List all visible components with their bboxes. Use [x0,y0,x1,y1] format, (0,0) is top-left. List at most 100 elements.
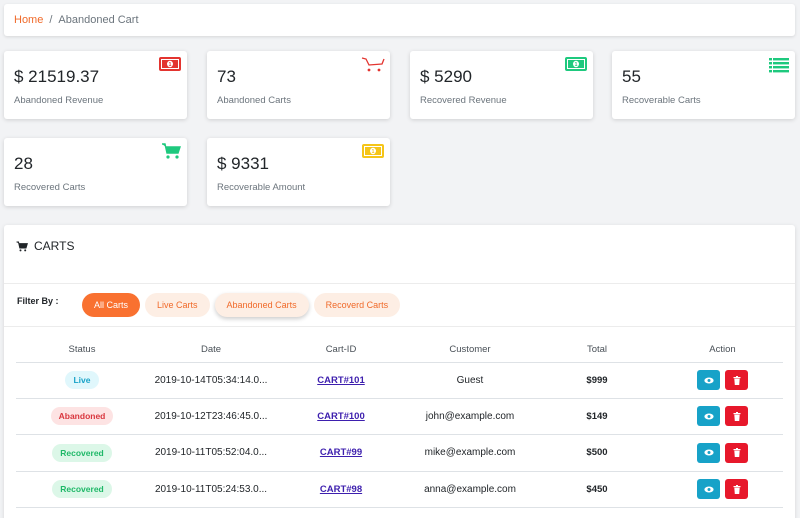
cart-id-cell: CART#100 [274,398,408,435]
stat-label: Abandoned Carts [217,95,291,106]
status-cell: Recovered [16,471,148,508]
column-header-action: Action [662,338,783,363]
total-cell: $500 [532,434,662,472]
stat-value: 28 [14,154,33,173]
trash-icon [733,448,740,457]
cart-id-link[interactable]: CART#100 [317,410,365,422]
money-bill-icon: 1 [362,144,384,158]
cart-id-link[interactable]: CART#99 [319,447,363,458]
breadcrumb-home-link[interactable]: Home [14,14,44,26]
table-row: Recovered 2019-10-11T05:24:53.0... CART#98… [16,471,783,508]
action-cell [662,398,783,435]
stat-card-recovered-revenue: $ 5290 Recovered Revenue 1 [410,51,593,119]
cart-id-link[interactable]: CART#98 [319,483,363,495]
stat-value: $ 21519.37 [14,67,100,86]
stat-label: Recoverable Amount [217,182,306,193]
stat-label: Recovered Revenue [420,95,507,106]
date-cell: 2019-10-14T05:34:14.0... [148,362,274,399]
action-cell [662,434,783,472]
panel-title: CARTS [34,239,75,253]
money-bill-icon: 1 [565,57,587,71]
column-header-date: Date [148,338,274,363]
breadcrumb-current: Abandoned Cart [58,14,139,26]
svg-text:1: 1 [169,62,172,68]
total-cell: $149 [532,398,662,435]
svg-text:1: 1 [575,62,578,68]
view-cart-button[interactable] [697,406,720,426]
filter-all-carts-button[interactable]: All Carts [82,293,141,317]
delete-cart-button[interactable] [725,370,748,390]
delete-cart-button[interactable] [725,406,748,426]
stat-value: $ 5290 [420,67,472,86]
status-badge: Recovered [52,480,112,498]
delete-cart-button[interactable] [725,479,748,499]
trash-icon [733,484,740,494]
date-cell: 2019-10-12T23:46:45.0... [148,398,274,435]
trash-icon [733,375,740,385]
svg-text:1: 1 [372,149,375,155]
stat-value: 55 [622,67,641,86]
eye-icon [703,413,714,419]
status-badge: Abandoned [50,407,114,425]
cart-id-cell: CART#101 [274,362,408,399]
view-cart-button[interactable] [697,442,720,463]
filter-group: All Carts Live Carts Abandoned Carts Rec… [82,293,401,317]
stat-card-recoverable-amount: $ 9331 Recoverable Amount 1 [207,138,390,206]
date-cell: 2019-10-11T05:24:53.0... [148,471,274,508]
table-row: Abandoned 2019-10-12T23:46:45.0... CART#10… [16,398,783,435]
stat-label: Recovered Carts [14,182,86,193]
filter-abandoned-carts-button[interactable]: Abandoned Carts [214,293,309,317]
eye-icon [703,377,714,383]
filter-recovered-carts-button[interactable]: Recoverd Carts [313,293,401,317]
shopping-cart-icon [16,241,28,251]
customer-cell: anna@example.com [408,471,532,508]
divider [4,283,795,284]
carts-table: Status Date Cart-ID Customer Total Actio… [16,338,783,508]
column-header-cart-id: Cart-ID [274,338,408,363]
shopping-cart-icon [162,143,181,159]
cart-id-cell: CART#99 [274,434,408,472]
eye-icon [703,486,714,492]
stat-card-recoverable-carts: 55 Recoverable Carts [612,51,795,119]
stat-card-recovered-carts: 28 Recovered Carts [4,138,187,206]
stat-card-abandoned-revenue: $ 21519.37 Abandoned Revenue 1 [4,51,187,119]
status-cell: Abandoned [16,398,148,435]
divider [4,326,795,327]
column-header-customer: Customer [408,338,532,363]
delete-cart-button[interactable] [725,442,748,463]
table-row: Live 2019-10-14T05:34:14.0... CART#101 Gues… [16,362,783,399]
action-cell [662,362,783,399]
filter-live-carts-button[interactable]: Live Carts [145,293,210,317]
stat-label: Abandoned Revenue [14,95,104,106]
view-cart-button[interactable] [697,479,720,499]
cart-id-link[interactable]: CART#101 [317,374,365,386]
breadcrumb: Home / Abandoned Cart [4,4,795,36]
date-cell: 2019-10-11T05:52:04.0... [148,434,274,472]
customer-cell: Guest [408,362,532,399]
breadcrumb-separator: / [49,14,53,26]
total-cell: $999 [532,362,662,399]
customer-cell: john@example.com [408,398,532,435]
trash-icon [733,411,740,421]
status-cell: Live [16,362,148,399]
list-icon [769,58,789,73]
total-cell: $450 [532,471,662,508]
action-cell [662,471,783,508]
cart-outline-icon [361,57,385,72]
stat-card-abandoned-carts: 73 Abandoned Carts [207,51,390,119]
table-row: Recovered 2019-10-11T05:52:04.0... CART#99… [16,434,783,472]
view-cart-button[interactable] [697,370,720,390]
filter-label: Filter By : [17,296,59,306]
stat-value: 73 [217,67,236,86]
column-header-status: Status [16,338,148,363]
customer-cell: mike@example.com [408,434,532,472]
carts-panel: CARTS Filter By : All Carts Live Carts A… [4,225,795,518]
stat-value: $ 9331 [217,154,269,173]
eye-icon [703,449,714,456]
carts-panel-header: CARTS [16,239,74,253]
stat-label: Recoverable Carts [622,95,701,106]
status-badge: Live [65,371,99,389]
money-bill-icon: 1 [159,57,181,71]
cart-id-cell: CART#98 [274,471,408,508]
column-header-total: Total [532,338,662,363]
